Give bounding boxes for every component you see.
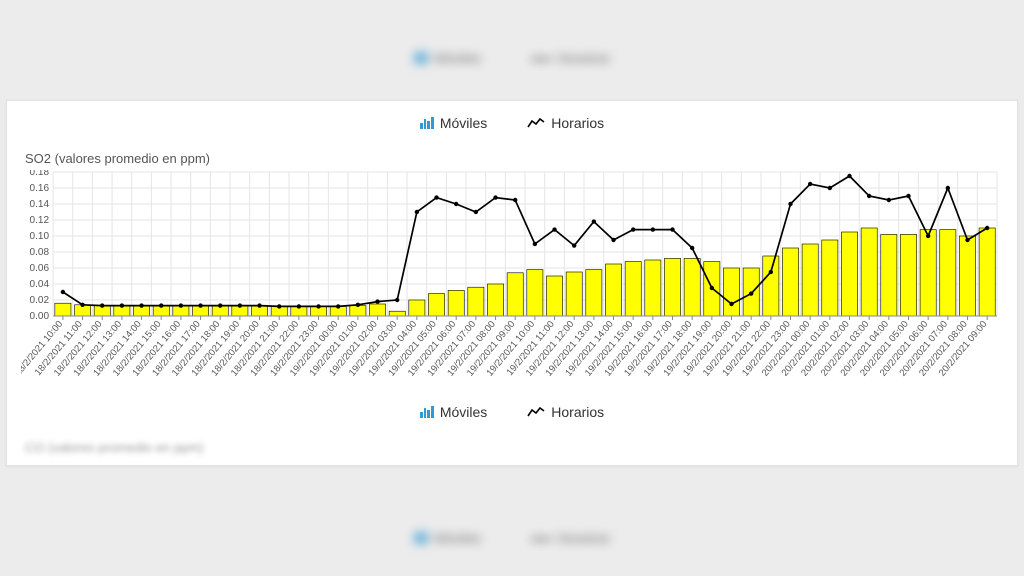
moviles-button-2[interactable]: Móviles	[420, 404, 487, 420]
moviles-label-2: Móviles	[440, 404, 487, 420]
bar-chart-icon	[420, 117, 434, 129]
chart-toolbar-top: Móviles Horarios	[7, 101, 1017, 145]
horarios-label-2: Horarios	[551, 404, 604, 420]
svg-text:0.12: 0.12	[30, 215, 50, 226]
blurred-toolbar-bottom: Móviles Horarios	[0, 530, 1024, 546]
so2-chart: 0.00 0.02 0.04 0.06 0.08 0.10 0.12 0.14 0.16 0.18…	[21, 170, 1003, 390]
horarios-label: Horarios	[551, 115, 604, 131]
bar-chart-icon	[420, 406, 434, 418]
svg-text:0.06: 0.06	[30, 263, 50, 274]
chart-title: SO2 (valores promedio en ppm)	[7, 145, 1017, 170]
line-chart-icon	[527, 406, 545, 418]
horarios-button-2[interactable]: Horarios	[527, 404, 604, 420]
next-chart-title: CO (valores promedio en ppm)	[7, 434, 1017, 455]
horarios-button[interactable]: Horarios	[527, 115, 604, 131]
line-chart-icon	[527, 117, 545, 129]
chart-toolbar-bottom: Móviles Horarios	[7, 390, 1017, 434]
svg-text:0.18: 0.18	[30, 170, 50, 178]
chart-panel: Móviles Horarios SO2 (valores promedio e…	[6, 100, 1018, 466]
svg-text:0.10: 0.10	[30, 231, 50, 242]
svg-text:0.04: 0.04	[30, 279, 50, 290]
svg-text:0.00: 0.00	[30, 311, 50, 322]
svg-text:0.14: 0.14	[30, 199, 50, 210]
svg-text:0.08: 0.08	[30, 247, 50, 258]
moviles-label: Móviles	[440, 115, 487, 131]
svg-text:0.02: 0.02	[30, 295, 50, 306]
moviles-button[interactable]: Móviles	[420, 115, 487, 131]
blurred-toolbar-top: Móviles Horarios	[0, 50, 1024, 66]
svg-text:0.16: 0.16	[30, 183, 50, 194]
